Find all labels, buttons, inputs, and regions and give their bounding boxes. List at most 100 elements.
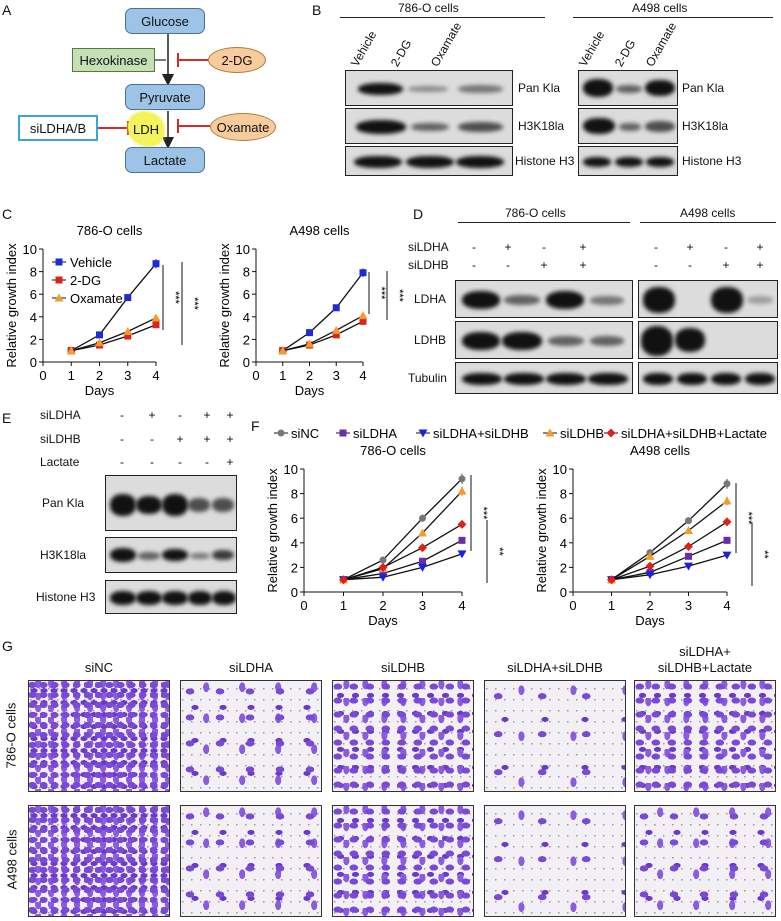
row-label: LDHB (414, 333, 447, 347)
cell-line-a498-label: A498 cells (632, 1, 688, 15)
blot-ldhb-a498 (638, 321, 778, 359)
sign-mark: - (724, 240, 728, 254)
data-point (378, 573, 388, 582)
x-tick-label: 4 (152, 368, 159, 383)
chart-title: 786-O cells (77, 223, 143, 238)
series-line (611, 554, 728, 581)
y-tick-label: 10 (553, 462, 567, 477)
column-title: siLDHA (228, 660, 274, 675)
blot-tubulin-a498 (638, 362, 778, 394)
significance-label: *** (375, 287, 387, 301)
micrograph-786-sinc (28, 680, 170, 792)
data-point (332, 331, 340, 339)
data-point (419, 557, 426, 565)
significance-label: *** (393, 289, 405, 303)
sign-mark: + (686, 240, 694, 254)
y-tick-label: 2 (243, 332, 250, 347)
x-tick-label: 0 (300, 598, 307, 613)
legend-label: siLDHB (560, 426, 604, 441)
cell-line-786-label: 786-O cells (398, 1, 459, 15)
legend-marker (54, 293, 64, 302)
y-tick-label: 2 (560, 560, 567, 575)
sign-mark: + (756, 240, 764, 254)
x-tick-label: 2 (96, 368, 103, 383)
ldh-node: LDH (128, 112, 164, 146)
sign-mark: - (472, 258, 476, 272)
data-point (457, 519, 467, 529)
data-point (359, 317, 367, 325)
data-point (722, 496, 732, 505)
blot-histone-h3-e (105, 580, 237, 614)
data-point (379, 556, 387, 564)
sign-mark: - (120, 432, 124, 446)
series-line (282, 315, 364, 352)
data-point (152, 260, 160, 268)
legend-marker (418, 429, 428, 438)
y-tick-label: 8 (560, 487, 567, 502)
sign-mark: - (178, 455, 182, 469)
sign-mark: + (226, 455, 234, 469)
series-line (343, 539, 463, 581)
sign-mark: - (506, 258, 510, 272)
data-point (722, 517, 732, 527)
glucose-node: Glucose (125, 8, 205, 34)
y-tick-label: 0 (560, 585, 567, 600)
x-tick-label: 0 (252, 368, 259, 383)
condition-label: siLDHB (40, 432, 81, 446)
legend-label: siLDHA (353, 426, 397, 441)
sign-mark: - (120, 408, 124, 422)
sign-mark: + (203, 408, 211, 422)
x-tick-label: 2 (646, 598, 653, 613)
sign-mark: - (205, 455, 209, 469)
x-tick-label: 3 (124, 368, 131, 383)
2dg-node: 2-DG (208, 47, 266, 73)
hexokinase-node: Hexokinase (72, 48, 155, 72)
data-point (685, 517, 692, 525)
significance-label: *** (742, 512, 754, 526)
data-point (332, 304, 340, 312)
blot-h3k18la-e (105, 537, 237, 573)
blot-h3k18la-786 (345, 108, 513, 144)
sign-mark: + (722, 258, 730, 272)
y-axis-label: Relative growth index (4, 243, 19, 368)
blot-tubulin-786 (455, 362, 633, 394)
data-point (419, 514, 426, 522)
data-point (722, 551, 732, 560)
sign-mark: + (579, 240, 587, 254)
y-tick-label: 6 (291, 511, 298, 526)
column-title: siLDHA+siLDHB (507, 660, 603, 675)
column-title: siLDHB (380, 660, 426, 675)
legend-label: 2-DG (70, 273, 101, 288)
row-label: Pan Kla (42, 496, 85, 510)
x-tick-label: 1 (279, 368, 286, 383)
sign-mark: - (150, 455, 154, 469)
cell-line-a498-label: A498 cells (680, 206, 736, 220)
y-axis-label: Relative growth index (265, 468, 280, 593)
x-tick-label: 0 (569, 598, 576, 613)
x-tick-label: 3 (419, 598, 426, 613)
x-axis-label: Days (85, 383, 115, 398)
row-label: LDHA (414, 292, 447, 306)
sign-mark: - (472, 240, 476, 254)
data-point (95, 338, 104, 347)
legend-label: Vehicle (70, 255, 112, 270)
y-tick-label: 4 (30, 310, 37, 325)
row-label: Histone H3 (36, 590, 96, 604)
x-tick-label: 3 (685, 598, 692, 613)
sign-mark: - (654, 240, 658, 254)
y-tick-label: 6 (243, 287, 250, 302)
condition-label: siLDHB (408, 258, 449, 272)
condition-label: siLDHA (408, 240, 449, 254)
legend-marker (277, 429, 285, 437)
micrograph-a498-sildha (180, 805, 322, 917)
chart-title: A498 cells (630, 443, 690, 458)
data-point (359, 269, 367, 277)
data-point (278, 346, 288, 355)
chart-title: 786-O cells (360, 443, 426, 458)
blot-histone-h3-786 (345, 146, 513, 176)
data-point (151, 313, 161, 322)
siLDHAB-node: siLDHA/B (18, 115, 98, 141)
chart-title: A498 cells (290, 223, 350, 238)
legend-label: siLDHA+siLDHB+Lactate (621, 426, 767, 441)
panel-label-g: G (2, 638, 13, 654)
